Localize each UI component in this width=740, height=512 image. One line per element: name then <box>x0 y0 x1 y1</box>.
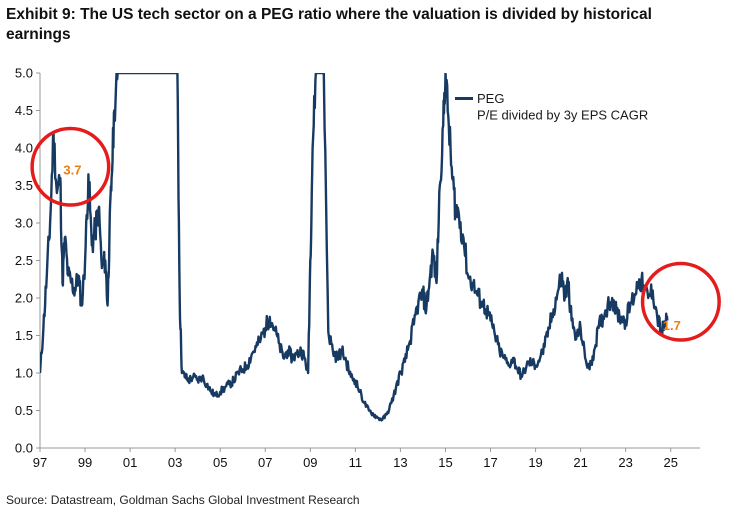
x-tick-label: 15 <box>438 455 452 470</box>
y-tick-label: 3.0 <box>15 216 33 231</box>
source-note: Source: Datastream, Goldman Sachs Global… <box>6 493 360 507</box>
series-line-peg <box>40 73 669 422</box>
x-tick-label: 21 <box>573 455 587 470</box>
x-tick-label: 13 <box>393 455 407 470</box>
x-tick-label: 11 <box>349 455 363 470</box>
y-tick-label: 0.5 <box>15 403 33 418</box>
callout-label: 1.7 <box>663 318 681 333</box>
y-tick-label: 5.0 <box>15 66 33 81</box>
y-tick-label: 4.0 <box>15 141 33 156</box>
x-tick-label: 03 <box>168 455 182 470</box>
highlight-circle <box>640 261 721 342</box>
x-tick-label: 05 <box>213 455 227 470</box>
y-tick-label: 0.0 <box>15 441 33 456</box>
y-tick-label: 2.5 <box>15 253 33 268</box>
highlight-circle <box>30 126 111 207</box>
y-tick-label: 1.0 <box>15 366 33 381</box>
callout-label: 3.7 <box>63 163 81 178</box>
chart-title: Exhibit 9: The US tech sector on a PEG r… <box>6 6 652 43</box>
x-tick-label: 23 <box>618 455 632 470</box>
x-tick-label: 19 <box>528 455 542 470</box>
y-tick-label: 1.5 <box>15 328 33 343</box>
y-tick-label: 3.5 <box>15 178 33 193</box>
x-tick-label: 17 <box>483 455 497 470</box>
x-tick-label: 25 <box>663 455 677 470</box>
legend-label: PEG <box>477 91 504 106</box>
y-tick-label: 2.0 <box>15 291 33 306</box>
x-tick-label: 09 <box>303 455 317 470</box>
x-tick-label: 07 <box>258 455 272 470</box>
legend-sublabel: P/E divided by 3y EPS CAGR <box>477 108 648 123</box>
x-tick-label: 97 <box>33 455 47 470</box>
x-tick-label: 99 <box>78 455 92 470</box>
x-tick-label: 01 <box>123 455 137 470</box>
y-tick-label: 4.5 <box>15 103 33 118</box>
